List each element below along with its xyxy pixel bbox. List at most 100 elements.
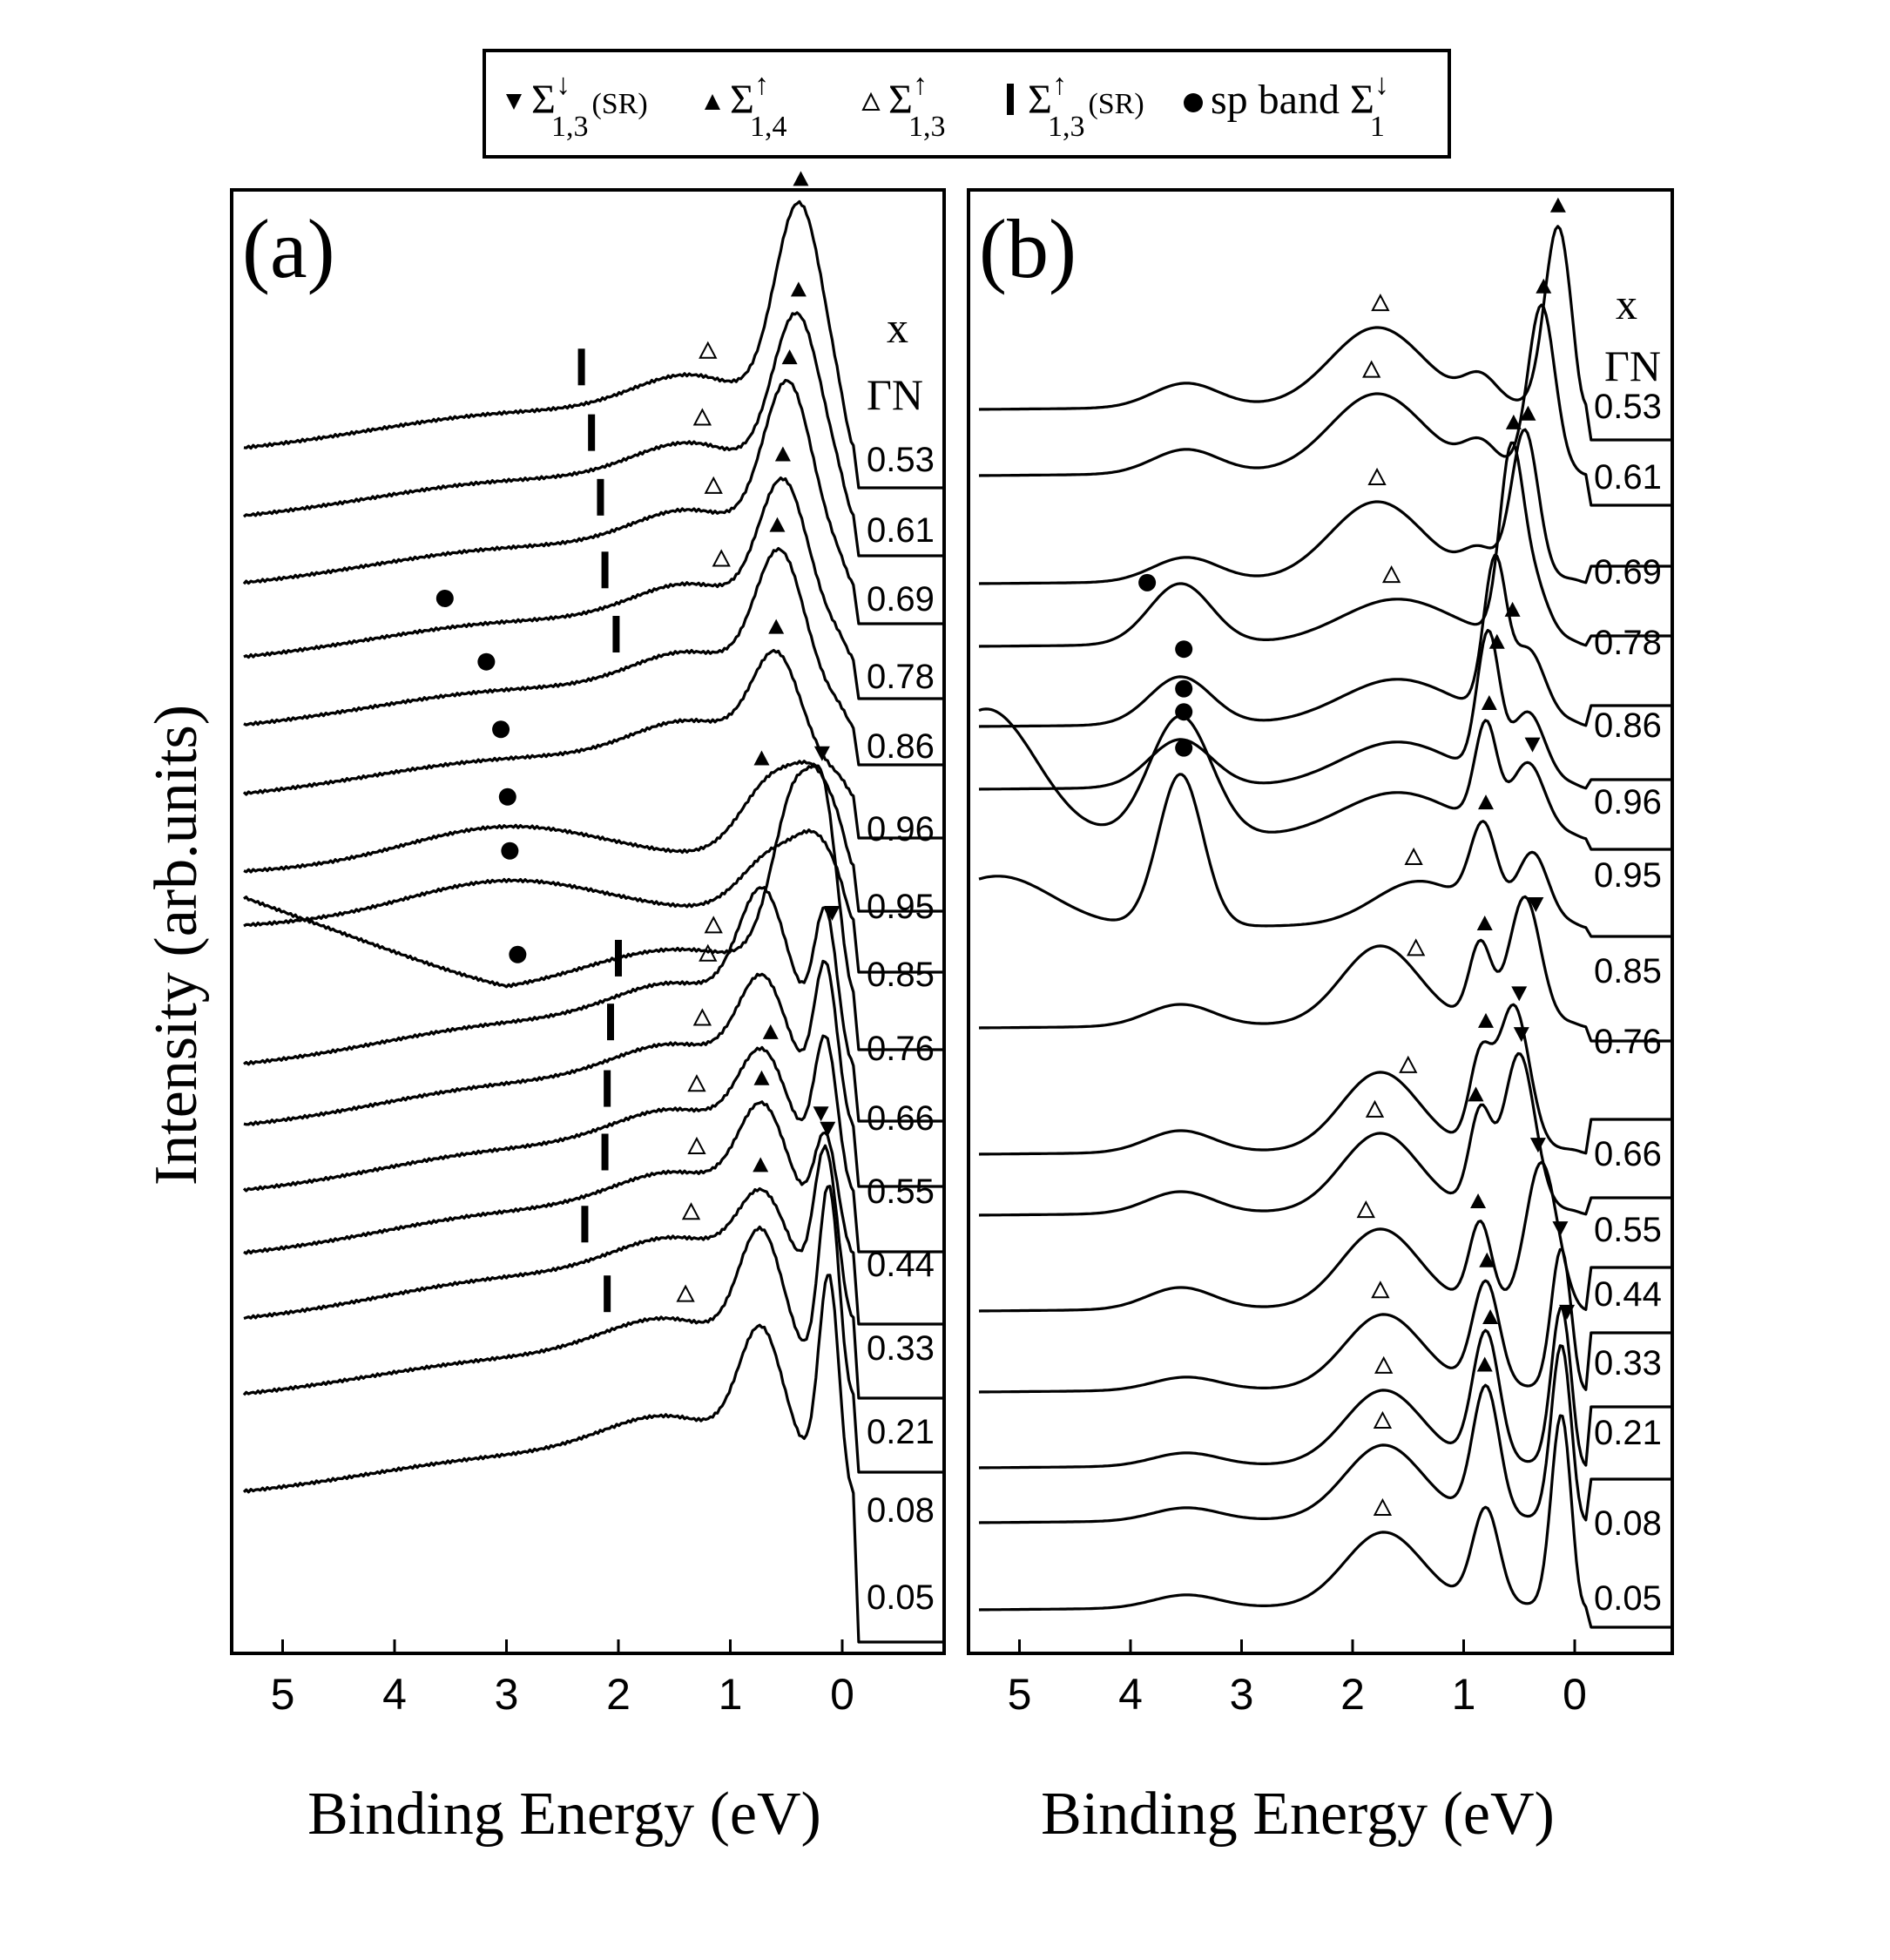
curve-0.05 xyxy=(242,1274,944,1644)
x-tick-label-4: 4 xyxy=(1118,1670,1143,1719)
panel-a-curve-labels: 0.53 0.61 0.69 0.78 0.86 0.96 0.95 0.85 0.76 0.66… xyxy=(867,441,935,1617)
panel-a-header-gn: ΓN xyxy=(867,370,923,419)
marker-filled-circle xyxy=(1175,640,1193,659)
marker-open-triangle-up xyxy=(704,916,723,934)
panel-a-x-axis-title: Binding Energy (eV) xyxy=(307,1781,821,1848)
curve-0.44 xyxy=(978,1160,1672,1313)
x-tick-label-1: 1 xyxy=(1452,1670,1476,1719)
curve-0.95 xyxy=(243,760,944,913)
x-tick-label-2: 2 xyxy=(606,1670,631,1719)
marker-filled-triangle-up xyxy=(753,750,770,766)
legend-entry-3: Σ↑ 1,3(SR) xyxy=(1028,69,1144,143)
marker-filled-circle xyxy=(1138,573,1157,591)
marker-filled-triangle-up xyxy=(1470,1193,1487,1208)
curve-0.44 xyxy=(242,1034,944,1254)
marker-open-triangle-up xyxy=(1371,1281,1390,1299)
curve-label-0.61: 0.61 xyxy=(1594,458,1662,497)
curve-label-0.66: 0.66 xyxy=(1594,1135,1662,1173)
marker-open-triangle-up xyxy=(1381,564,1401,584)
panel-b-x-ticks: 5 4 3 2 1 0 xyxy=(1008,1639,1587,1719)
marker-open-triangle-up xyxy=(704,476,723,494)
curve-label-0.08: 0.08 xyxy=(867,1491,935,1530)
marker-filled-triangle-up xyxy=(1520,405,1536,421)
legend-entry-0: Σ↓ 1,3(SR) xyxy=(531,69,648,143)
marker-filled-triangle-down xyxy=(1559,1304,1576,1320)
marker-open-triangle-up xyxy=(1374,1355,1394,1374)
legend-entry-2: Σ↑ 1,3 xyxy=(888,69,945,143)
curve-0.21 xyxy=(243,1144,944,1400)
marker-open-triangle-up xyxy=(687,1136,706,1155)
marker-vertical-bar xyxy=(597,478,604,516)
curve-label-0.33: 0.33 xyxy=(1594,1344,1662,1382)
panel-b-curves xyxy=(978,225,1672,1629)
curve-0.21 xyxy=(978,1307,1672,1470)
curve-label-0.96: 0.96 xyxy=(867,810,935,848)
curve-0.96 xyxy=(978,628,1672,791)
x-tick-label-2: 2 xyxy=(1340,1670,1365,1719)
marker-open-triangle-up xyxy=(699,341,718,359)
curve-label-0.05: 0.05 xyxy=(1594,1579,1662,1618)
marker-filled-triangle-up xyxy=(781,349,798,365)
panel-a-frame xyxy=(230,188,946,1655)
marker-filled-triangle-up xyxy=(769,517,786,532)
marker-filled-triangle-down xyxy=(1524,737,1541,753)
marker-open-triangle-up xyxy=(1407,938,1426,956)
marker-filled-triangle-down xyxy=(824,905,840,921)
marker-filled-triangle-up xyxy=(793,171,809,186)
curve-0.55 xyxy=(978,1051,1672,1217)
marker-open-triangle-up xyxy=(1399,1055,1418,1073)
marker-filled-triangle-up xyxy=(1468,1086,1484,1102)
marker-filled-circle xyxy=(477,652,496,671)
curve-label-0.66: 0.66 xyxy=(867,1099,935,1138)
legend-marker-open-triangle-up xyxy=(861,91,881,111)
panel-a: (a) x ΓN 0.53 0.61 0.69 0.78 0.86 0.96 0.95 0.8… xyxy=(230,171,946,1848)
curve-label-0.44: 0.44 xyxy=(1594,1275,1662,1314)
curve-label-0.76: 0.76 xyxy=(1594,1023,1662,1061)
curve-0.66 xyxy=(978,1003,1672,1156)
marker-filled-triangle-down xyxy=(1528,897,1544,913)
curve-label-0.53: 0.53 xyxy=(867,441,935,479)
curve-0.76 xyxy=(243,762,944,1051)
marker-open-triangle-up xyxy=(1365,1099,1385,1118)
curve-label-0.55: 0.55 xyxy=(1594,1211,1662,1249)
curve-label-0.96: 0.96 xyxy=(1594,783,1662,821)
marker-filled-triangle-down xyxy=(1552,1221,1569,1237)
panel-b-header-x: x xyxy=(1616,280,1637,328)
curve-0.55 xyxy=(243,959,944,1188)
x-tick-label-0: 0 xyxy=(830,1670,854,1719)
panel-b: (b) x ΓN 0.53 0.61 0.69 0.78 0.86 0.96 0.95 0.8… xyxy=(967,188,1674,1848)
curve-label-0.95: 0.95 xyxy=(1594,856,1662,895)
marker-open-triangle-up xyxy=(681,1202,701,1220)
x-tick-label-3: 3 xyxy=(495,1670,519,1719)
curve-0.61 xyxy=(242,311,944,558)
marker-filled-triangle-up xyxy=(762,1024,779,1039)
legend-marker-filled-circle xyxy=(1184,93,1203,112)
marker-filled-triangle-up xyxy=(1488,633,1505,649)
marker-vertical-bar xyxy=(601,1133,609,1171)
marker-filled-triangle-down xyxy=(1529,1138,1546,1153)
curve-label-0.08: 0.08 xyxy=(1594,1504,1662,1543)
curve-0.08 xyxy=(242,1185,944,1474)
marker-open-triangle-up xyxy=(1371,294,1390,312)
x-tick-label-4: 4 xyxy=(382,1670,407,1719)
marker-filled-circle xyxy=(492,720,510,739)
marker-filled-circle xyxy=(498,787,516,806)
marker-filled-triangle-up xyxy=(753,1070,770,1085)
curve-label-0.21: 0.21 xyxy=(867,1413,935,1451)
marker-vertical-bar xyxy=(612,616,620,653)
marker-filled-triangle-up xyxy=(1504,601,1521,617)
marker-filled-triangle-up xyxy=(1482,1308,1499,1324)
marker-vertical-bar xyxy=(604,1070,611,1107)
panel-b-x-axis-title: Binding Energy (eV) xyxy=(1041,1781,1555,1848)
curve-0.69 xyxy=(242,378,944,625)
panel-a-x-ticks: 5 4 3 2 1 0 xyxy=(271,1639,854,1719)
curve-0.05 xyxy=(978,1414,1672,1629)
curve-label-0.53: 0.53 xyxy=(1594,388,1662,426)
marker-filled-circle xyxy=(501,841,519,860)
legend-entry-1: Σ↑ 1,4 xyxy=(730,69,786,143)
marker-filled-triangle-up xyxy=(768,618,785,634)
curve-0.85 xyxy=(243,828,944,974)
marker-open-triangle-up xyxy=(1367,467,1387,485)
curve-label-0.33: 0.33 xyxy=(867,1329,935,1368)
curve-0.95 xyxy=(978,707,1672,851)
